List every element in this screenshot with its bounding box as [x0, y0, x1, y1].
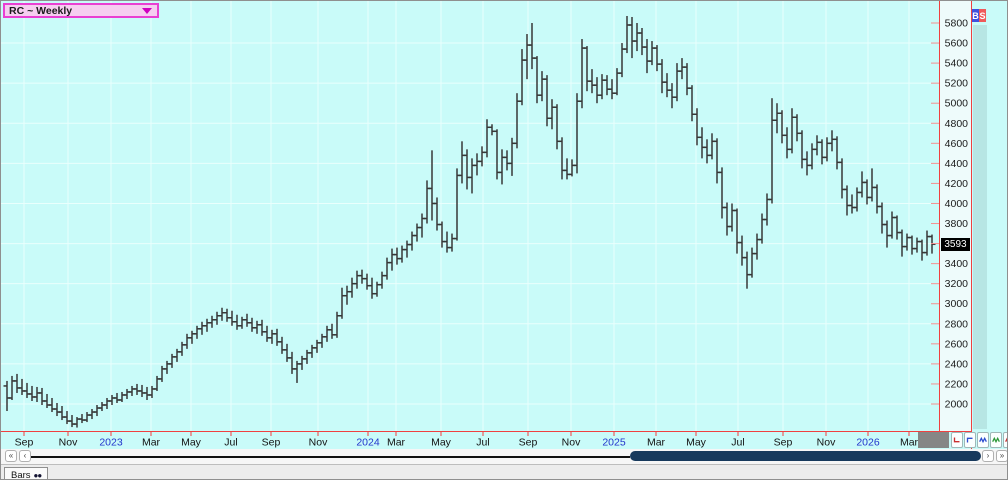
tool-button-red-wave-icon	[1005, 437, 1007, 442]
horizontal-scrollbar: « ‹ › »	[1, 449, 1007, 464]
bottom-tab-bar: Bars ●●	[1, 464, 1007, 480]
y-axis-label: 4600	[945, 138, 969, 150]
x-axis-year-label: 2024	[356, 437, 380, 449]
symbol-timeframe-label: RC ~ Weekly	[9, 4, 73, 17]
y-axis-label: 3800	[945, 218, 969, 230]
y-axis-label: 5800	[945, 18, 969, 30]
y-axis-label: 3400	[945, 258, 969, 270]
y-axis-label: 5400	[945, 58, 969, 70]
axis-resize-handle[interactable]	[918, 432, 949, 448]
x-axis-year-label: 2026	[856, 437, 880, 449]
y-axis-label: 5200	[945, 78, 969, 90]
x-axis-month-label: May	[431, 437, 452, 449]
tool-button-red-corner[interactable]	[951, 432, 963, 448]
scroll-right-button[interactable]: ›	[982, 450, 994, 462]
chart-tool-buttons	[951, 432, 1007, 448]
chart-background[interactable]	[1, 1, 939, 431]
x-axis-month-label: Jul	[224, 437, 237, 449]
tool-button-blue-wave-icon	[979, 436, 987, 444]
x-axis-month-label: Nov	[817, 437, 836, 449]
x-axis-month-label: Nov	[309, 437, 328, 449]
tool-button-green-wave[interactable]	[990, 432, 1002, 448]
tool-button-red-wave[interactable]	[1003, 432, 1007, 448]
price-axis-strip	[939, 1, 971, 431]
x-axis-month-label: Mar	[900, 437, 919, 449]
scroll-far-right-button[interactable]: »	[996, 450, 1007, 462]
y-axis-label: 4200	[945, 178, 969, 190]
tool-button-blue-wave[interactable]	[977, 432, 989, 448]
vertical-scrollbar[interactable]	[973, 25, 987, 429]
scroll-left-button[interactable]: ‹	[19, 450, 31, 462]
symbol-timeframe-dropdown[interactable]: RC ~ Weekly	[3, 3, 159, 18]
y-axis-label: 2400	[945, 358, 969, 370]
x-axis-month-label: Sep	[15, 437, 34, 449]
x-axis-month-label: Nov	[59, 437, 78, 449]
x-axis-month-label: Mar	[387, 437, 406, 449]
tab-bars-dots-icon: ●●	[33, 470, 43, 480]
x-axis-month-label: Sep	[262, 437, 281, 449]
y-axis-label: 4400	[945, 158, 969, 170]
y-axis-label: 2000	[945, 399, 969, 411]
x-axis-month-label: Jul	[731, 437, 744, 449]
buy-sell-badge: B S	[972, 9, 986, 22]
tool-button-green-wave-icon	[992, 436, 1000, 444]
buy-button[interactable]: B	[972, 9, 979, 22]
y-axis-label: 2200	[945, 378, 969, 390]
y-axis-label: 4800	[945, 118, 969, 130]
y-axis-label: 3200	[945, 278, 969, 290]
x-axis-month-label: Jul	[476, 437, 489, 449]
chart-plot[interactable]: 5800 5600 5400 5200 5000 4800 4600 4400 4200 4000…	[1, 1, 1008, 449]
last-price-tag: 3593	[941, 237, 970, 251]
x-axis-year-label: 2025	[602, 437, 626, 449]
x-axis-month-label: May	[181, 437, 202, 449]
scrollbar-thumb[interactable]	[630, 451, 981, 461]
tool-button-blue-corner-icon	[966, 437, 973, 443]
scroll-far-left-button[interactable]: «	[5, 450, 17, 462]
tool-button-red-corner-icon	[953, 437, 960, 443]
tab-bars-label: Bars	[11, 469, 31, 480]
y-axis-label: 3000	[945, 298, 969, 310]
x-axis-month-label: Sep	[774, 437, 793, 449]
y-axis-label: 2600	[945, 338, 969, 350]
sell-button[interactable]: S	[979, 9, 986, 22]
tab-bars[interactable]: Bars ●●	[4, 467, 49, 480]
y-axis-label: 4000	[945, 198, 969, 210]
y-axis-label: 5600	[945, 38, 969, 50]
time-axis-strip	[1, 431, 971, 449]
x-axis-month-label: Sep	[519, 437, 538, 449]
x-axis-year-label: 2023	[99, 437, 123, 449]
x-axis-month-label: Mar	[142, 437, 161, 449]
y-axis-label: 2800	[945, 318, 969, 330]
x-axis-month-label: Mar	[647, 437, 666, 449]
tool-button-blue-corner[interactable]	[964, 432, 976, 448]
chevron-down-icon	[142, 7, 152, 14]
x-axis-month-label: May	[686, 437, 707, 449]
scrollbar-track[interactable]	[31, 456, 630, 458]
y-axis-label: 5000	[945, 98, 969, 110]
x-axis-month-label: Nov	[562, 437, 581, 449]
